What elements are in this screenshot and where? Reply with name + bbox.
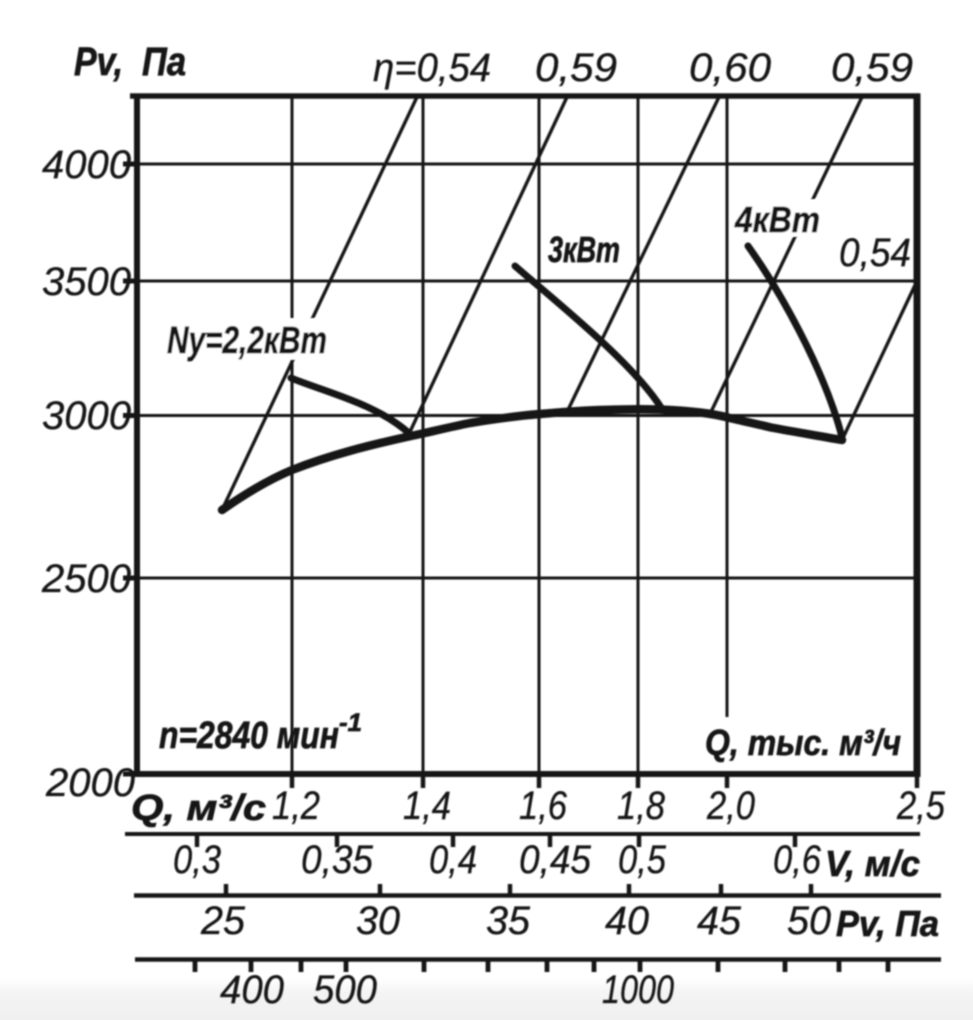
svg-text:4кВт: 4кВт <box>734 199 820 240</box>
svg-text:3500: 3500 <box>42 260 131 304</box>
svg-text:35: 35 <box>486 899 531 943</box>
svg-text:50: 50 <box>787 899 831 943</box>
svg-text:0,4: 0,4 <box>429 838 477 882</box>
svg-text:1,2: 1,2 <box>272 784 320 828</box>
svg-text:4000: 4000 <box>42 143 131 187</box>
svg-text:2,5: 2,5 <box>896 784 946 828</box>
svg-text:0,3: 0,3 <box>173 838 221 882</box>
svg-text:1,4: 1,4 <box>403 784 451 828</box>
svg-text:0,60: 0,60 <box>689 46 771 90</box>
svg-text:0,54: 0,54 <box>839 231 911 275</box>
svg-text:2000: 2000 <box>45 761 135 805</box>
svg-text:Па: Па <box>142 40 186 84</box>
svg-text:η=0,54: η=0,54 <box>373 46 491 90</box>
svg-text:3000: 3000 <box>42 394 131 438</box>
svg-text:500: 500 <box>313 968 377 1012</box>
svg-text:45: 45 <box>697 899 742 943</box>
svg-text:25: 25 <box>200 899 246 943</box>
svg-text:Pv,: Pv, <box>74 40 123 84</box>
svg-text:0,59: 0,59 <box>535 46 617 90</box>
svg-text:Ny=2,2кВт: Ny=2,2кВт <box>167 320 327 362</box>
svg-text:Q, тыс. м³/ч: Q, тыс. м³/ч <box>705 722 901 763</box>
svg-text:0,6: 0,6 <box>773 838 822 882</box>
svg-text:V, м/с: V, м/с <box>825 843 920 884</box>
svg-text:40: 40 <box>605 899 649 943</box>
svg-text:400: 400 <box>220 968 284 1012</box>
svg-text:1,8: 1,8 <box>617 784 666 828</box>
svg-text:Pv, Па: Pv, Па <box>836 903 939 944</box>
svg-text:30: 30 <box>356 899 400 943</box>
svg-text:n=2840 мин: n=2840 мин <box>159 715 339 757</box>
svg-text:-1: -1 <box>339 709 362 737</box>
svg-text:0,5: 0,5 <box>618 838 667 882</box>
svg-text:0,35: 0,35 <box>301 838 374 882</box>
svg-text:3кВт: 3кВт <box>548 229 620 270</box>
svg-text:1,6: 1,6 <box>519 784 568 828</box>
svg-text:1000: 1000 <box>602 968 674 1012</box>
svg-text:0,59: 0,59 <box>831 46 913 90</box>
svg-text:2,0: 2,0 <box>706 784 755 828</box>
svg-text:Q, м³/с: Q, м³/с <box>131 787 266 828</box>
svg-text:0,45: 0,45 <box>519 838 592 882</box>
svg-text:2500: 2500 <box>41 557 131 601</box>
